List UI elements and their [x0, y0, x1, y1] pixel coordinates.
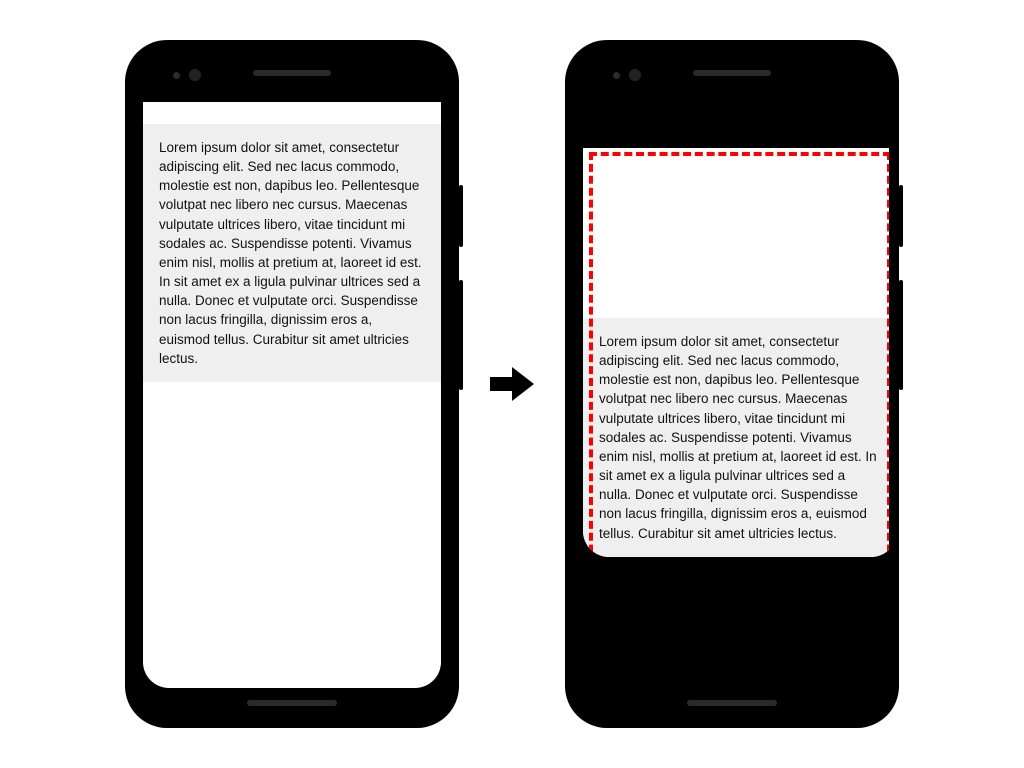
camera-dot-icon: [629, 69, 641, 81]
sensor-dot-icon: [613, 72, 620, 79]
sensor-dot-icon: [173, 72, 180, 79]
home-bar-icon: [247, 700, 337, 706]
speaker-grille-icon: [253, 70, 331, 76]
volume-button: [459, 280, 463, 390]
power-button: [459, 185, 463, 247]
body-text-block-left: Lorem ipsum dolor sit amet, consectetur …: [143, 124, 441, 382]
screen-left: Lorem ipsum dolor sit amet, consectetur …: [143, 102, 441, 688]
arrow-right-icon: [487, 365, 537, 403]
home-bar-icon: [687, 700, 777, 706]
phone-right: Lorem ipsum dolor sit amet, consectetur …: [565, 40, 899, 728]
phone-top-bar: [135, 50, 449, 96]
inset-whitespace: [583, 148, 889, 318]
phone-left: Lorem ipsum dolor sit amet, consectetur …: [125, 40, 459, 728]
screen-right: Lorem ipsum dolor sit amet, consectetur …: [583, 148, 889, 557]
power-button: [899, 185, 903, 247]
body-text-block-right: Lorem ipsum dolor sit amet, consectetur …: [583, 318, 889, 557]
phone-top-bar: [575, 50, 889, 96]
volume-button: [899, 280, 903, 390]
speaker-grille-icon: [693, 70, 771, 76]
camera-dot-icon: [189, 69, 201, 81]
